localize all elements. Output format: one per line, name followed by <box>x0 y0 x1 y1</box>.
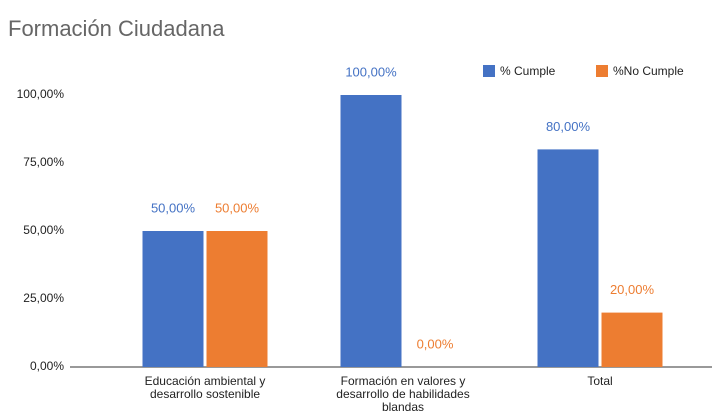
bar <box>206 231 268 367</box>
bar <box>537 149 599 367</box>
bar <box>601 312 663 367</box>
x-tick-label: Educación ambiental y desarrollo sosteni… <box>144 374 266 401</box>
bar <box>142 231 204 367</box>
value-label: 50,00% <box>215 200 260 215</box>
value-label: 80,00% <box>546 119 591 134</box>
legend-label: %No Cumple <box>613 64 684 78</box>
x-tick-label: Formación en valores y desarrollo de hab… <box>336 374 470 414</box>
y-tick-label: 75,00% <box>23 155 64 169</box>
y-tick-label: 25,00% <box>23 291 64 305</box>
value-label: 50,00% <box>151 200 196 215</box>
legend-swatch <box>596 65 608 77</box>
chart-title: Formación Ciudadana <box>8 16 225 41</box>
value-label: 100,00% <box>345 64 397 79</box>
value-label: 20,00% <box>610 282 655 297</box>
legend-label: % Cumple <box>500 64 556 78</box>
y-tick-label: 50,00% <box>23 223 64 237</box>
bar <box>340 95 402 367</box>
legend-swatch <box>483 65 495 77</box>
value-label: 0,00% <box>417 336 454 351</box>
x-tick-label: Total <box>587 374 613 388</box>
y-tick-label: 100,00% <box>17 87 65 101</box>
y-tick-label: 0,00% <box>30 359 64 373</box>
